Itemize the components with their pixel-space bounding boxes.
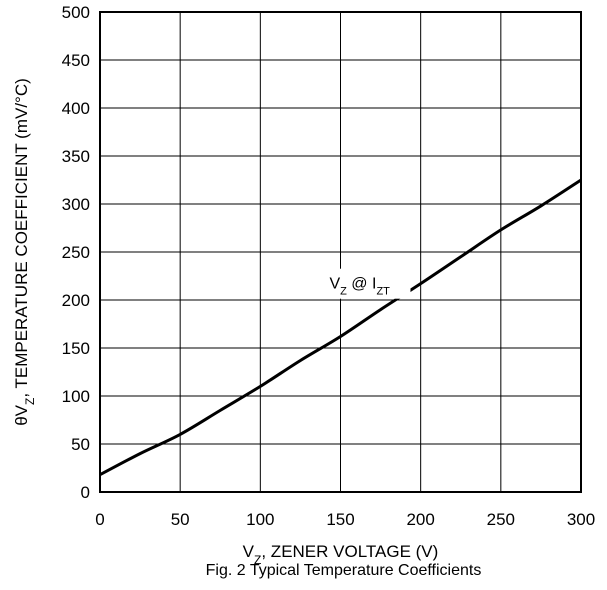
x-tick-label: 200 <box>406 510 434 529</box>
figure-caption: Fig. 2 Typical Temperature Coefficients <box>206 562 482 579</box>
y-tick-label: 350 <box>62 147 90 166</box>
y-tick-label: 400 <box>62 99 90 118</box>
y-tick-label: 200 <box>62 291 90 310</box>
x-tick-label: 50 <box>171 510 190 529</box>
y-tick-label: 450 <box>62 51 90 70</box>
y-tick-label: 300 <box>62 195 90 214</box>
temperature-coefficient-curve <box>99 178 582 477</box>
y-tick-label: 50 <box>71 435 90 454</box>
x-tick-label: 300 <box>567 510 595 529</box>
plot-frame <box>99 11 582 493</box>
y-tick-label: 500 <box>62 3 90 22</box>
y-tick-label: 0 <box>81 483 90 502</box>
x-tick-label: 250 <box>487 510 515 529</box>
y-axis-label: θVZ, TEMPERATURE COEFFICIENT (mV/°C) <box>12 78 37 426</box>
y-tick-label: 150 <box>62 339 90 358</box>
x-axis-label: VZ, ZENER VOLTAGE (V) <box>243 542 439 567</box>
y-tick-label: 250 <box>62 243 90 262</box>
annotation-background <box>320 268 411 299</box>
y-tick-label: 100 <box>62 387 90 406</box>
x-tick-label: 150 <box>326 510 354 529</box>
x-tick-labels: 0 50 100 150 200 250 300 <box>95 510 595 529</box>
curve-annotation: VZ @ IZT <box>329 276 390 298</box>
x-tick-label: 0 <box>95 510 104 529</box>
x-tick-label: 100 <box>246 510 274 529</box>
y-tick-labels: 0 50 100 150 200 250 300 350 400 450 500 <box>62 3 90 502</box>
chart-grid <box>99 11 582 493</box>
